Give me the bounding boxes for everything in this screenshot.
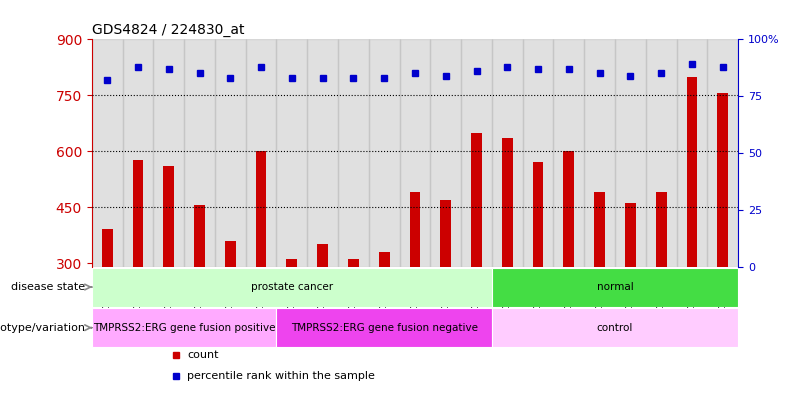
Text: TMPRSS2:ERG gene fusion negative: TMPRSS2:ERG gene fusion negative xyxy=(290,323,478,332)
Bar xyxy=(717,94,728,375)
Text: TMPRSS2:ERG gene fusion positive: TMPRSS2:ERG gene fusion positive xyxy=(93,323,275,332)
Bar xyxy=(307,39,338,267)
Bar xyxy=(225,241,235,375)
Bar xyxy=(625,203,636,375)
Bar xyxy=(215,39,246,267)
Bar xyxy=(409,192,421,375)
Text: percentile rank within the sample: percentile rank within the sample xyxy=(188,371,375,381)
Bar xyxy=(400,39,430,267)
Bar xyxy=(164,166,174,375)
Text: genotype/variation: genotype/variation xyxy=(0,323,85,332)
Bar xyxy=(677,39,707,267)
Bar xyxy=(492,268,738,307)
Bar xyxy=(184,39,215,267)
Bar xyxy=(595,192,605,375)
Bar xyxy=(92,308,276,347)
Text: prostate cancer: prostate cancer xyxy=(251,282,333,292)
Bar xyxy=(492,308,738,347)
Bar xyxy=(656,192,666,375)
Bar xyxy=(554,39,584,267)
Bar xyxy=(533,162,543,375)
Bar xyxy=(348,259,359,375)
Bar xyxy=(246,39,276,267)
Bar xyxy=(255,151,267,375)
Bar xyxy=(123,39,153,267)
Bar xyxy=(502,138,512,375)
Bar xyxy=(286,259,297,375)
Bar xyxy=(461,39,492,267)
Bar xyxy=(153,39,184,267)
Bar xyxy=(584,39,615,267)
Bar xyxy=(523,39,554,267)
Bar xyxy=(369,39,400,267)
Bar xyxy=(646,39,677,267)
Bar xyxy=(276,308,492,347)
Bar xyxy=(686,77,697,375)
Bar xyxy=(471,132,482,375)
Bar xyxy=(92,268,492,307)
Bar xyxy=(276,39,307,267)
Bar xyxy=(440,200,451,375)
Text: count: count xyxy=(188,350,219,360)
Bar xyxy=(430,39,461,267)
Bar xyxy=(102,230,113,375)
Bar xyxy=(318,244,328,375)
Text: disease state: disease state xyxy=(11,282,85,292)
Bar xyxy=(615,39,646,267)
Bar xyxy=(379,252,389,375)
Text: normal: normal xyxy=(597,282,634,292)
Bar xyxy=(563,151,575,375)
Text: GDS4824 / 224830_at: GDS4824 / 224830_at xyxy=(92,23,244,37)
Bar xyxy=(707,39,738,267)
Text: control: control xyxy=(597,323,634,332)
Bar xyxy=(492,39,523,267)
Bar xyxy=(338,39,369,267)
Bar xyxy=(92,39,123,267)
Bar xyxy=(194,205,205,375)
Bar xyxy=(132,160,144,375)
